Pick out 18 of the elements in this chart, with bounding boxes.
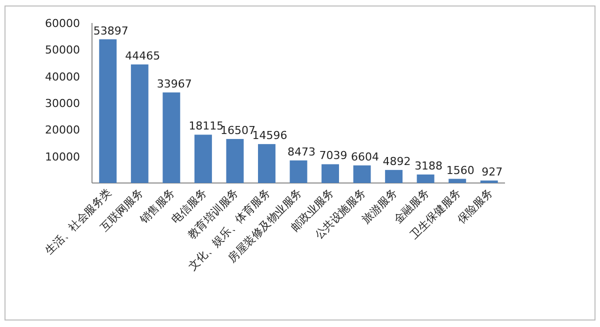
y-tick-label: 20000: [45, 124, 80, 137]
data-label: 7039: [319, 149, 348, 162]
data-label: 6604: [351, 150, 380, 164]
data-label: 4892: [382, 154, 411, 168]
data-label: 3188: [414, 160, 443, 172]
data-label: 1560: [446, 164, 474, 177]
y-tick-label: 10000: [45, 150, 80, 164]
data-label: 14596: [252, 129, 288, 142]
data-label: 33967: [156, 77, 192, 90]
y-tick-label: 50000: [45, 44, 80, 57]
data-label: 927: [482, 166, 503, 179]
y-tick-label: 30000: [45, 97, 80, 110]
y-tick-label: 40000: [45, 70, 80, 84]
y-tick-label: 60000: [45, 17, 80, 30]
data-label: 53897: [93, 24, 128, 38]
data-label: 44465: [125, 49, 160, 62]
data-label: 8473: [288, 145, 316, 158]
data-label: 18115: [188, 120, 224, 133]
